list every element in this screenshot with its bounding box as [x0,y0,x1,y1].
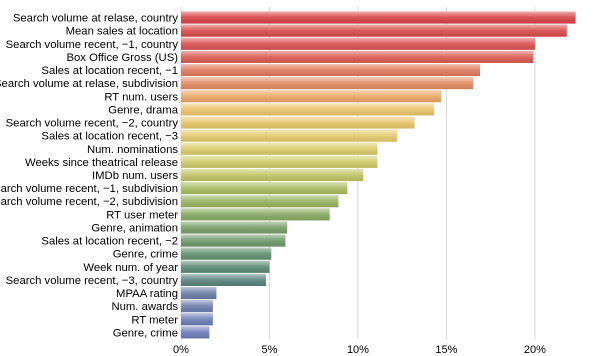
bar-sheen [181,313,213,326]
bar-sheen [181,326,210,339]
category-label: Box Office Gross (US) [66,52,178,64]
x-tick-label: 20% [524,344,546,356]
bar-sheen [181,273,266,286]
category-label: Genre, drama [108,104,178,116]
category-label: Genre, crime [113,327,178,339]
bar-sheen [181,11,576,24]
bar-sheen [181,142,378,155]
bar-sheen [181,24,567,37]
x-tick-label: 10% [347,344,369,356]
category-label: Weeks since theatrical release [25,157,178,169]
bar-sheen [181,208,330,221]
x-tick-label: 15% [435,344,457,356]
category-label: RT meter [131,314,178,326]
category-label: Search volume recent, −1, subdivision [0,183,178,195]
category-label: Search volume at relase, subdivision [0,78,178,90]
category-label: RT num. users [104,91,178,103]
bars [181,11,576,339]
category-label: Sales at location recent, −3 [41,131,178,143]
bar-sheen [181,195,339,208]
bar-sheen [181,287,217,300]
bar-sheen [181,50,534,63]
bar-sheen [181,129,397,142]
bar-sheen [181,260,270,273]
category-label: Sales at location recent, −1 [41,65,178,77]
category-label: Num. awards [111,301,178,313]
bar-sheen [181,155,378,168]
category-label: Search volume recent, −1, country [6,39,179,51]
bar-sheen [181,182,348,195]
bar-sheen [181,234,286,247]
bar-sheen [181,103,435,116]
category-label: Num. nominations [87,144,178,156]
bar-sheen [181,116,415,129]
category-label: Week num. of year [83,262,178,274]
bar-sheen [181,300,213,313]
category-label: Search volume at relase, country [13,13,178,25]
category-label: Genre, animation [91,222,178,234]
x-tick-label: 0% [173,344,189,356]
bar-sheen [181,168,364,182]
category-label: Search volume recent, −2, country [6,118,179,130]
category-label: RT user meter [106,209,178,221]
category-label: Search volume recent, −2, subdivision [0,196,178,208]
category-label: Sales at location recent, −2 [41,236,178,248]
x-axis-ticks: 0% 5% 10% 15% 20% [173,344,546,356]
category-label: Genre, crime [113,249,178,261]
bar-sheen [181,64,481,77]
bar-sheen [181,77,473,90]
bar-sheen [181,90,442,103]
category-label: IMDb num. users [92,170,178,182]
category-label: Search volume recent, −3, country [6,275,179,287]
category-label: MPAA rating [116,288,178,300]
bar-sheen [181,247,272,260]
category-label: Mean sales at location [66,26,178,38]
bar-sheen [181,221,288,234]
x-tick-label: 5% [262,344,278,356]
bar-sheen [181,37,535,50]
